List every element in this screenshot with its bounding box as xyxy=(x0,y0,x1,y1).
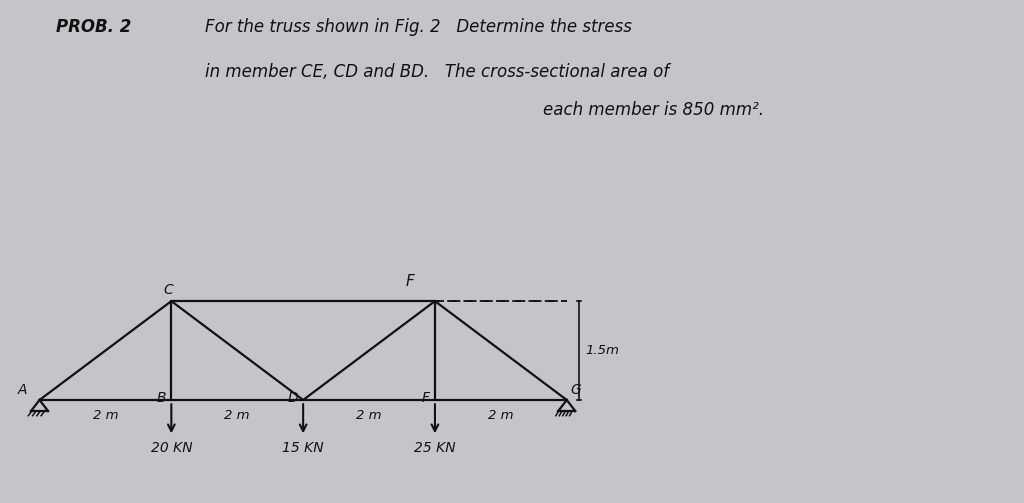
Text: A: A xyxy=(18,383,28,397)
Text: F: F xyxy=(406,274,415,289)
Text: 20 KN: 20 KN xyxy=(151,442,193,456)
Text: PROB. 2: PROB. 2 xyxy=(56,18,132,36)
Text: F: F xyxy=(422,391,430,405)
Text: G: G xyxy=(570,383,582,397)
Text: 15 KN: 15 KN xyxy=(283,442,324,456)
Text: B: B xyxy=(157,391,166,405)
Text: 2 m: 2 m xyxy=(488,408,514,422)
Text: D: D xyxy=(288,391,298,405)
Text: C: C xyxy=(163,283,173,297)
Text: in member CE, CD and BD.   The cross-sectional area of: in member CE, CD and BD. The cross-secti… xyxy=(205,63,669,81)
Text: 2 m: 2 m xyxy=(224,408,250,422)
Text: 2 m: 2 m xyxy=(93,408,118,422)
Text: 1.5m: 1.5m xyxy=(585,344,620,357)
Text: each member is 850 mm².: each member is 850 mm². xyxy=(543,101,764,119)
Text: 25 KN: 25 KN xyxy=(414,442,456,456)
Text: For the truss shown in Fig. 2   Determine the stress: For the truss shown in Fig. 2 Determine … xyxy=(205,18,632,36)
Text: 2 m: 2 m xyxy=(356,408,382,422)
